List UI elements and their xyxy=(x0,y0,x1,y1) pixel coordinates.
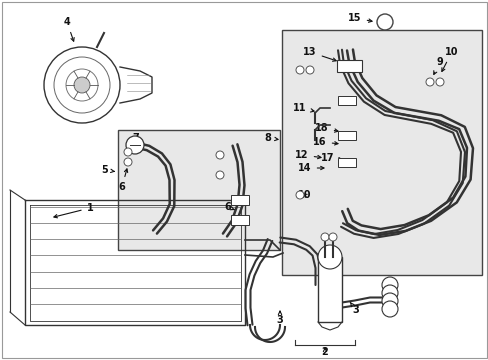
Circle shape xyxy=(295,66,304,74)
Text: 7: 7 xyxy=(128,133,139,149)
Text: 9: 9 xyxy=(433,57,443,75)
Text: 6: 6 xyxy=(119,169,127,192)
Text: 13: 13 xyxy=(303,47,335,61)
Circle shape xyxy=(381,277,397,293)
Text: 14: 14 xyxy=(298,163,324,173)
Text: 11: 11 xyxy=(293,103,313,113)
Circle shape xyxy=(320,233,328,241)
Circle shape xyxy=(74,77,90,93)
Text: 4: 4 xyxy=(63,17,74,41)
Circle shape xyxy=(216,171,224,179)
Circle shape xyxy=(124,158,132,166)
Text: 18: 18 xyxy=(315,123,337,133)
Text: 17: 17 xyxy=(321,153,341,163)
Circle shape xyxy=(381,293,397,309)
Text: 2: 2 xyxy=(321,347,328,357)
Circle shape xyxy=(124,148,132,156)
Text: 8: 8 xyxy=(264,133,278,143)
Bar xyxy=(118,130,280,250)
Bar xyxy=(336,60,361,72)
Bar xyxy=(337,158,355,167)
Text: 3: 3 xyxy=(349,302,359,315)
Circle shape xyxy=(216,151,224,159)
Text: 6: 6 xyxy=(224,202,234,212)
Circle shape xyxy=(328,233,336,241)
Circle shape xyxy=(126,136,143,154)
Bar xyxy=(230,195,248,205)
Text: 15: 15 xyxy=(347,13,371,23)
Text: 16: 16 xyxy=(313,137,337,147)
Bar xyxy=(317,257,341,322)
Text: 5: 5 xyxy=(102,165,114,175)
Text: 12: 12 xyxy=(295,150,320,160)
Circle shape xyxy=(295,191,304,199)
Text: 10: 10 xyxy=(298,190,311,200)
Circle shape xyxy=(317,245,341,269)
Circle shape xyxy=(425,78,433,86)
Bar xyxy=(337,96,355,105)
Circle shape xyxy=(305,66,313,74)
Circle shape xyxy=(381,285,397,301)
Circle shape xyxy=(376,14,392,30)
Bar xyxy=(230,215,248,225)
Text: 10: 10 xyxy=(441,47,458,71)
Circle shape xyxy=(435,78,443,86)
Circle shape xyxy=(44,47,120,123)
Text: 3: 3 xyxy=(276,311,283,325)
Bar xyxy=(282,30,481,275)
Text: 1: 1 xyxy=(54,203,93,218)
Circle shape xyxy=(381,301,397,317)
Bar xyxy=(337,131,355,140)
